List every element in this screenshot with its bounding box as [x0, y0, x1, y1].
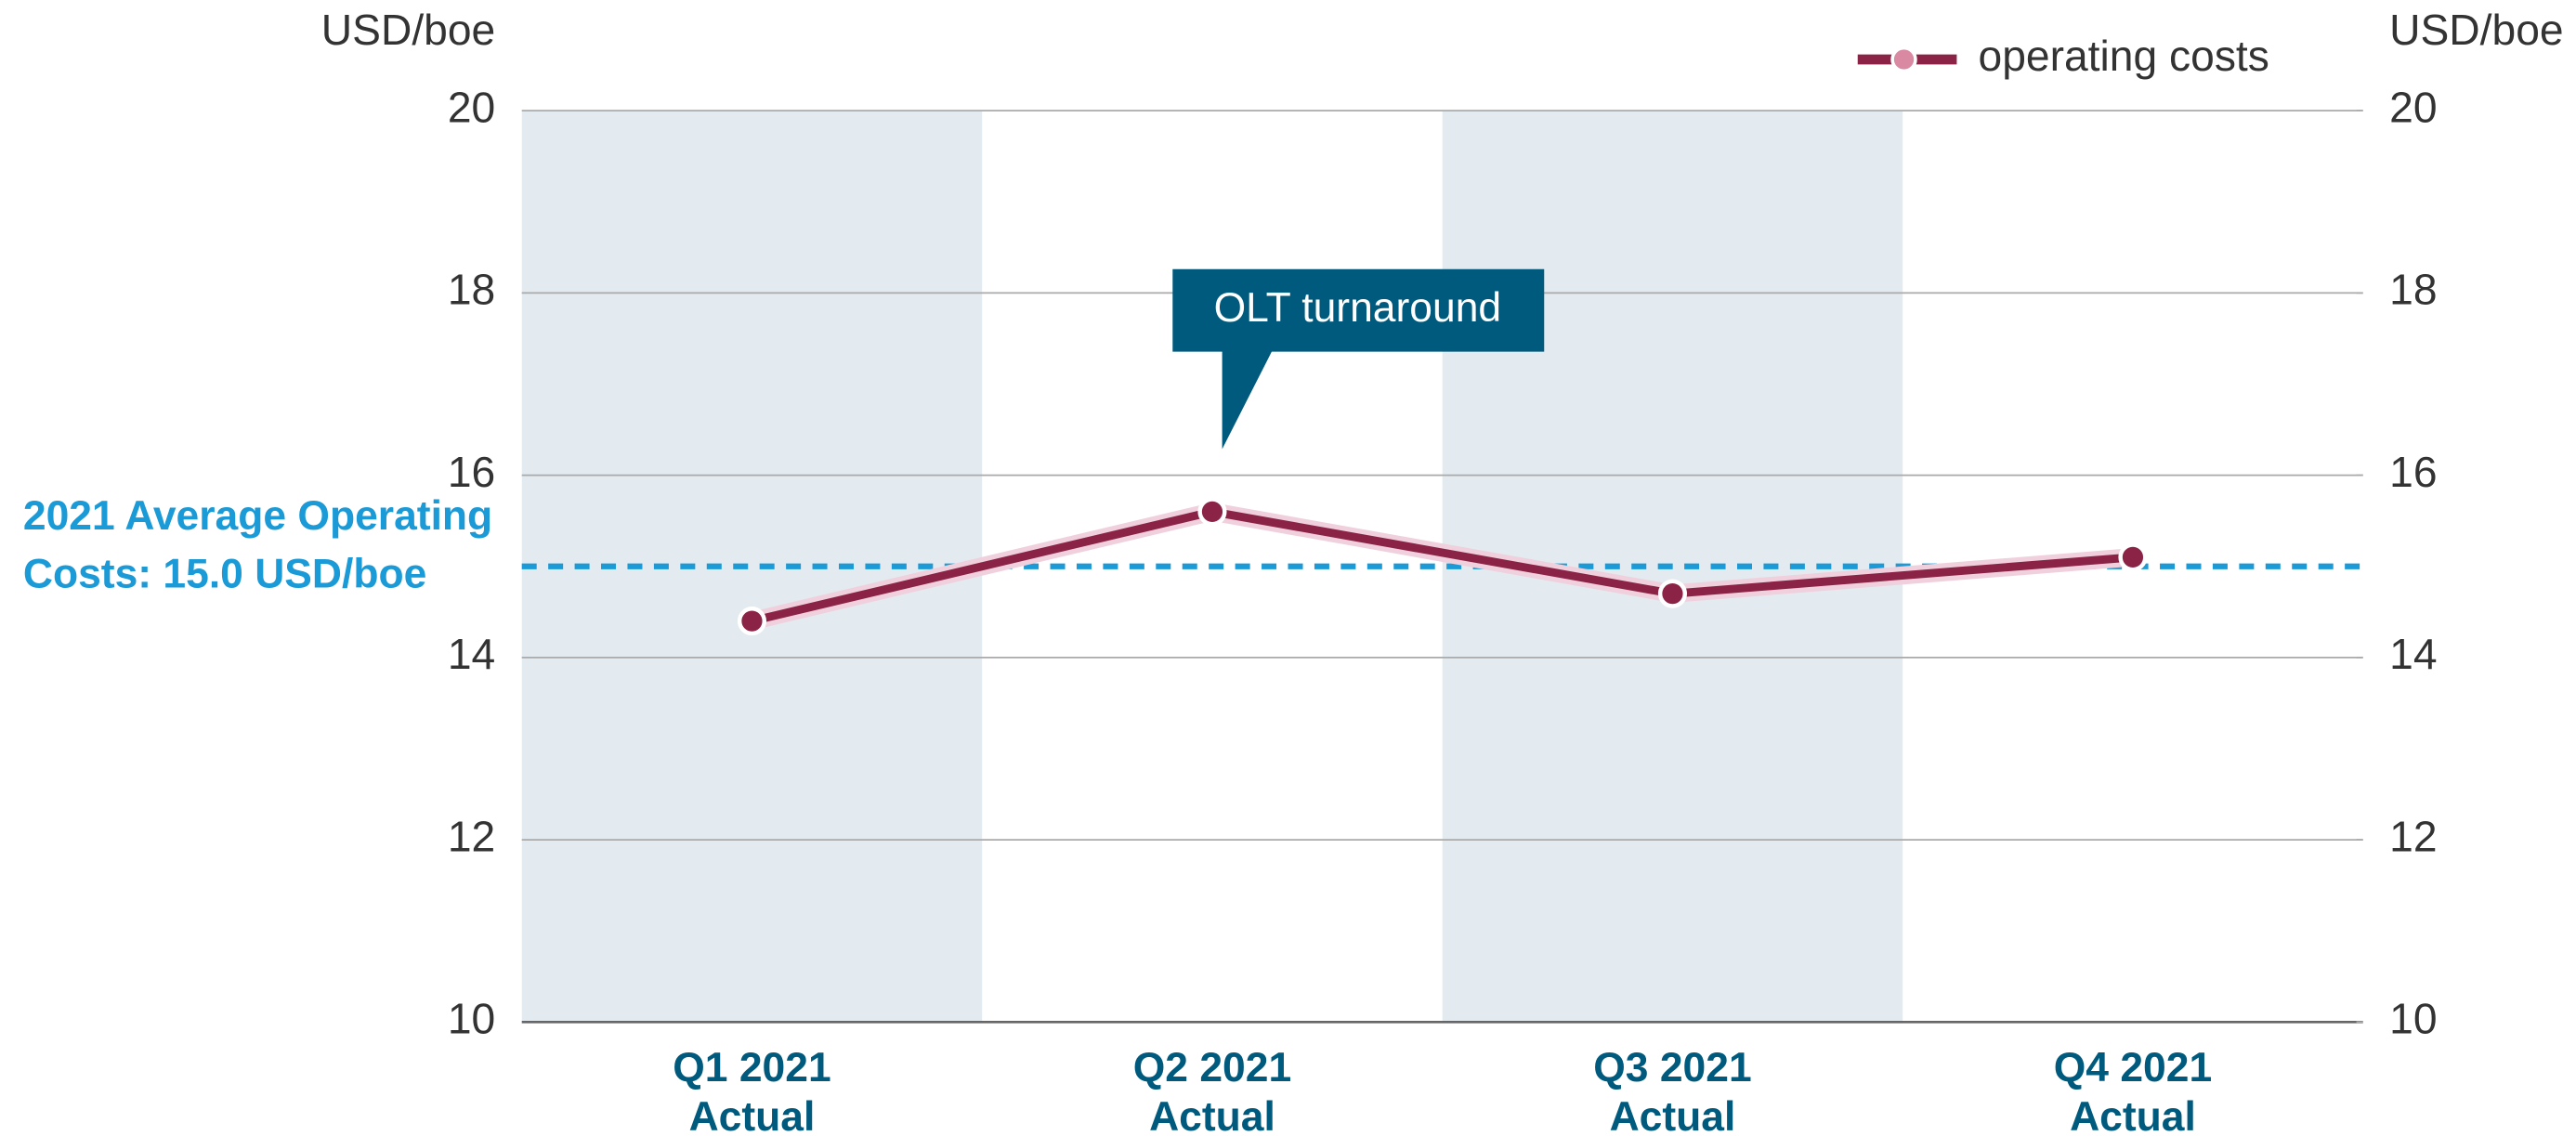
x-tick-label: Q4 2021 Actual — [2054, 1045, 2212, 1136]
y2-tick-label: 10 — [2389, 995, 2437, 1043]
series-line — [751, 507, 2134, 625]
y2-tick-label: 12 — [2389, 812, 2437, 860]
y-tick-label: 10 — [448, 995, 495, 1043]
y-tick-label: 18 — [448, 266, 495, 314]
legend-marker — [1890, 46, 1917, 73]
annotation-box — [1172, 268, 1545, 450]
y2-tick-label: 20 — [2389, 83, 2437, 131]
x-tick-label: Q1 2021 Actual — [673, 1045, 830, 1136]
y-tick-label: 20 — [448, 83, 495, 131]
y-tick-label: 12 — [448, 812, 495, 860]
y2-tick-label: 14 — [2389, 630, 2437, 678]
data-point — [2118, 542, 2148, 572]
data-point — [1197, 497, 1227, 527]
y-tick-label: 14 — [448, 630, 495, 678]
category-band — [521, 111, 983, 1023]
legend-label: operating costs — [1979, 32, 2269, 80]
y2-tick-label: 18 — [2389, 266, 2437, 314]
y-tick-label: 16 — [448, 448, 495, 496]
y2-tick-label: 16 — [2389, 448, 2437, 496]
annotation-text: OLT turnaround — [1214, 285, 1502, 331]
x-tick-label: Q2 2021 Actual — [1133, 1045, 1291, 1136]
x-tick-label: Q3 2021 Actual — [1593, 1045, 1751, 1136]
data-point — [737, 607, 767, 636]
y-axis-label: USD/boe — [321, 6, 495, 54]
reference-label: 2021 Average Operating Costs: 15.0 USD/bo… — [23, 493, 492, 596]
y2-axis-label: USD/boe — [2389, 6, 2563, 54]
data-point — [1657, 579, 1688, 608]
